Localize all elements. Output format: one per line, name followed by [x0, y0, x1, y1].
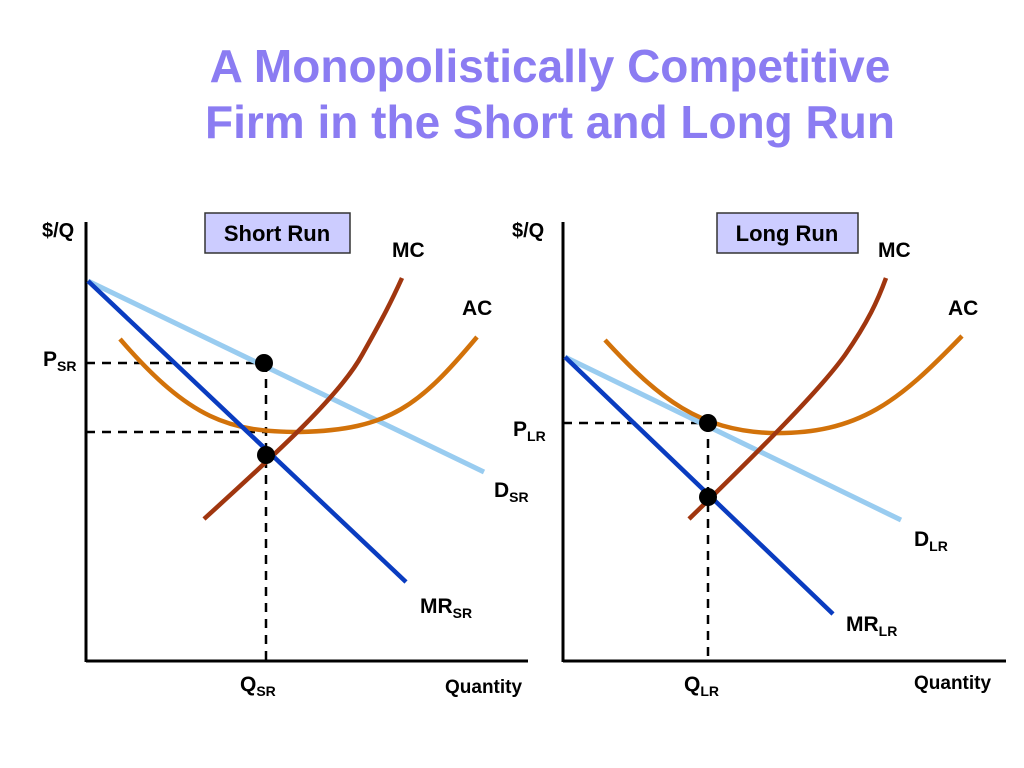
short-run-price-point	[255, 354, 273, 372]
short-run-box	[204, 212, 351, 254]
short-run-mr-curve	[86, 279, 408, 584]
long-run-mc-label: MC	[878, 239, 911, 262]
short-run-demand-label: DSR	[494, 479, 529, 505]
long-run-box	[716, 212, 859, 254]
title-line-2: Firm in the Short and Long Run	[205, 96, 895, 148]
short-run-box-label: Short Run	[224, 221, 330, 246]
short-run-mc-curve	[202, 277, 405, 521]
long-run-ac-label: AC	[948, 297, 978, 320]
long-run-mr-mc-intersection	[699, 488, 717, 506]
short-run-mr-mc-intersection	[257, 446, 275, 464]
long-run-ac-curve	[603, 334, 964, 436]
long-run-demand-label: DLR	[914, 528, 948, 554]
long-run-price-point	[699, 414, 717, 432]
short-run-ac-label: AC	[462, 297, 492, 320]
long-run-price-label: PLR	[513, 418, 546, 444]
long-run-panel: $/Q Quantity Long Run MC AC DLR MRLR PLR…	[512, 212, 1006, 699]
long-run-mr-label: MRLR	[846, 613, 897, 639]
long-run-box-label: Long Run	[736, 221, 839, 246]
slide-title: A Monopolistically Competitive Firm in t…	[0, 38, 1024, 150]
long-run-mr-curve	[563, 355, 835, 616]
short-run-quantity-label: QSR	[240, 673, 276, 699]
long-run-demand-curve	[563, 354, 903, 523]
short-run-demand-curve	[86, 278, 486, 475]
short-run-panel: $/Q Quantity Short Run MC AC DSR MRSR PS…	[42, 212, 529, 699]
short-run-mr-label: MRSR	[420, 595, 472, 621]
long-run-mc-curve	[687, 277, 889, 521]
title-line-1: A Monopolistically Competitive	[209, 40, 891, 92]
long-run-x-axis-label: Quantity	[914, 673, 991, 694]
long-run-y-axis-label: $/Q	[512, 220, 544, 242]
short-run-price-label: PSR	[43, 348, 76, 374]
short-run-x-axis-label: Quantity	[445, 677, 522, 698]
short-run-y-axis-label: $/Q	[42, 220, 74, 242]
short-run-mc-label: MC	[392, 239, 425, 262]
long-run-quantity-label: QLR	[684, 673, 719, 699]
